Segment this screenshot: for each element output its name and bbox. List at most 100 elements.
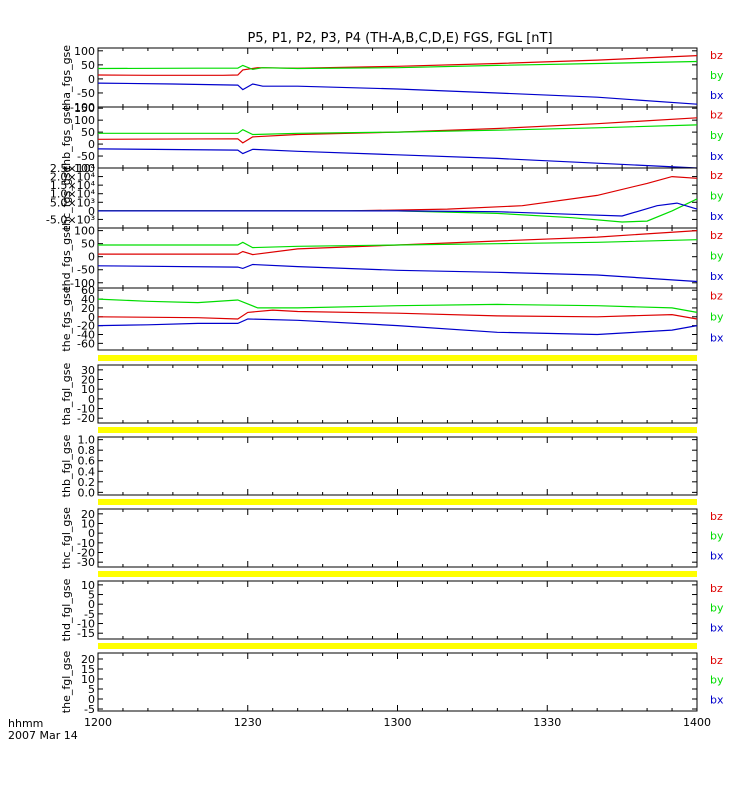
flag-bar	[98, 643, 697, 649]
series-line-by	[97, 298, 698, 313]
legend-bz: bz	[710, 289, 723, 302]
y-tick-label: 5.0×10³	[50, 196, 95, 209]
panel-frame	[97, 106, 698, 169]
x-tick-label: 1200	[84, 716, 112, 729]
y-tick-label: 1.5×10⁴	[50, 179, 96, 192]
legend-by: by	[710, 530, 724, 543]
time-label: hhmm	[8, 717, 43, 730]
y-tick-label: 0	[88, 251, 95, 264]
series-line-bx	[98, 202, 698, 217]
y-tick-label: 50	[81, 59, 95, 72]
series-line-bx	[97, 148, 698, 169]
y-tick-label: 0.0	[78, 486, 96, 499]
y-tick-label: -20	[77, 547, 95, 560]
y-tick-label: 0	[88, 693, 95, 706]
y-tick-label: -10	[77, 403, 95, 416]
y-tick-label: -100	[70, 162, 95, 175]
y-axis-label: thb_fgs_gse	[60, 105, 73, 171]
y-tick-label: 5	[88, 589, 95, 602]
y-tick-label: 0	[88, 598, 95, 611]
y-tick-label: 20	[81, 653, 95, 666]
y-tick-label: 0	[88, 311, 95, 324]
y-tick-label: 40	[81, 293, 95, 306]
legend-bx: bx	[710, 549, 724, 562]
y-tick-label: 0	[88, 138, 95, 151]
flag-bar	[98, 499, 697, 505]
series-line-bz	[98, 175, 698, 212]
y-tick-label: -50	[77, 87, 95, 100]
series-line-by	[98, 124, 698, 136]
legend-bx: bx	[710, 150, 724, 163]
y-tick-label: 30	[81, 364, 95, 377]
series-line-bz	[97, 117, 698, 144]
y-tick-label: 0.4	[78, 465, 96, 478]
y-tick-label: 15	[81, 663, 95, 676]
x-axis: 1200 1230 1300 1330 1400	[84, 716, 711, 729]
y-axis-label: thc_fgl_gse	[60, 507, 73, 569]
y-axis-label: thd_fgl_gse	[60, 578, 73, 641]
y-tick-label: -5	[84, 703, 95, 716]
legend-bz: bz	[710, 510, 723, 523]
y-tick-label: 60	[81, 284, 95, 297]
y-tick-label: 20	[81, 508, 95, 521]
series-line-bx	[97, 82, 698, 105]
legend-by: by	[710, 69, 724, 82]
y-axis-label: thc_fgs_gse	[60, 166, 73, 231]
y-tick-label: -50	[77, 264, 95, 277]
y-tick-label: 0	[88, 73, 95, 86]
panel-frame	[97, 508, 698, 568]
legend-bx: bx	[710, 89, 724, 102]
y-tick-label: 5	[88, 683, 95, 696]
y-tick-label: -20	[77, 320, 95, 333]
panel-frame	[97, 364, 698, 424]
date-label: 2007 Mar 14	[8, 729, 78, 742]
legend-bz: bz	[710, 582, 723, 595]
y-tick-label: 0.2	[78, 476, 96, 489]
y-tick-label: -60	[77, 337, 95, 350]
y-tick-label: -30	[77, 556, 95, 569]
series-line-bx	[97, 318, 698, 336]
legend-bz: bz	[710, 229, 723, 242]
y-tick-label: -5	[84, 608, 95, 621]
y-tick-label: 100	[74, 45, 95, 58]
x-tick-label: 1330	[533, 716, 561, 729]
legend-by: by	[710, 129, 724, 142]
series-line-bx	[97, 263, 698, 283]
y-tick-label: -5.0×10³	[46, 213, 95, 226]
legend-bz: bz	[710, 108, 723, 121]
y-tick-label: 10	[81, 518, 95, 531]
y-tick-label: 100	[74, 225, 95, 238]
y-tick-label: 0	[88, 393, 95, 406]
y-tick-label: 20	[81, 374, 95, 387]
flag-bar	[98, 355, 697, 361]
legend-by: by	[710, 674, 724, 687]
legend-by: by	[710, 602, 724, 615]
series-line-bz	[97, 55, 698, 76]
panel-frame	[97, 652, 698, 712]
series-line-bz	[97, 309, 698, 320]
y-axis-label: the_fgs_gse	[60, 286, 73, 351]
y-tick-label: -15	[77, 627, 95, 640]
flag-bar	[98, 571, 697, 577]
x-tick-label: 1400	[683, 716, 711, 729]
y-tick-label: 10	[81, 579, 95, 592]
flag-bar	[98, 427, 697, 433]
legend-by: by	[710, 250, 724, 263]
y-tick-label: 20	[81, 302, 95, 315]
y-tick-label: 2.0×10⁴	[50, 171, 96, 184]
y-tick-label: 0	[88, 527, 95, 540]
panel-frame	[97, 436, 698, 496]
y-axis-label: thd_fgs_gse	[60, 225, 73, 291]
y-tick-label: -100	[70, 277, 95, 290]
y-tick-label: -10	[77, 537, 95, 550]
panel-frame	[97, 580, 698, 640]
y-tick-label: -10	[77, 618, 95, 631]
panel-thc_fgs_gse: 2.5×10⁴2.0×10⁴1.5×10⁴1.0×10⁴5.0×10³0-5.0…	[46, 162, 724, 230]
y-tick-label: 150	[74, 102, 95, 115]
